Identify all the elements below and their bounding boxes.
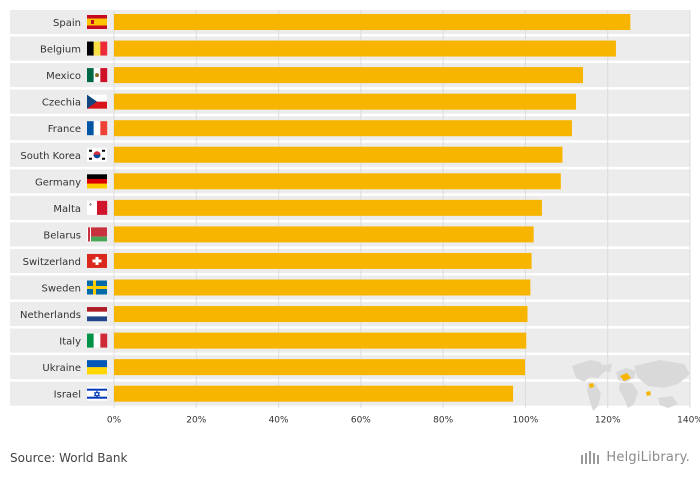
category-label: Netherlands [20,310,81,321]
tick-labels: 0% 20% 40% 60% 80% 100% 120% 140% [107,415,700,425]
category-label: Israel [54,390,81,401]
category-label: Germany [35,177,81,188]
flag-israel-icon [87,386,107,401]
bar-sweden [114,279,531,296]
tick-label: 40% [269,415,289,425]
category-label: Belarus [43,230,81,241]
flag-switzerland-icon [87,253,107,268]
bar-israel [114,385,514,402]
category-label: Belgium [40,45,81,56]
flag-netherlands-icon [87,307,107,322]
category-label: Italy [59,337,81,348]
flag-malta-icon [87,200,108,215]
category-labels: Spain Belgium Mexico Czechia France South Kor… [20,18,81,401]
bar-germany [114,173,561,190]
tick-label: 120% [595,415,621,425]
flag-belgium-icon [87,41,108,56]
flag-france-icon [87,121,108,136]
category-label: South Korea [20,151,81,162]
bar-ukraine [114,359,526,376]
category-label: Malta [53,204,81,215]
world-map-icon [572,360,690,411]
bar-south-korea [114,146,563,163]
bar-spain [114,14,631,30]
tick-label: 60% [351,415,371,425]
bar-malta [114,199,542,216]
source-note: Source: World Bank [10,451,128,465]
bar-switzerland [114,252,532,269]
flag-sweden-icon [87,280,107,295]
flag-belarus-icon [87,227,107,242]
flag-ukraine-icon [87,360,107,375]
flag-south-korea-icon [87,147,107,162]
bar-italy [114,332,527,349]
category-label: Mexico [46,71,81,82]
bars [114,14,631,402]
flags [87,15,108,401]
tick-label: 0% [107,415,122,425]
bar-france [114,120,572,137]
bar-chart: Spain Belgium Mexico Czechia France South Kor… [10,10,700,425]
tick-label: 80% [433,415,453,425]
helgilibrary-brand: HelgiLibrary. [580,450,690,465]
bar-belgium [114,40,616,57]
category-label: Czechia [42,98,81,109]
flag-germany-icon [87,174,107,189]
tick-label: 20% [186,415,206,425]
category-label: France [48,124,81,135]
flag-italy-icon [87,333,108,348]
bar-mexico [114,67,584,84]
category-label: Spain [53,18,81,29]
bar-belarus [114,226,534,243]
flag-czechia-icon [87,94,107,109]
flag-mexico-icon [87,68,108,83]
tick-label: 100% [513,415,539,425]
category-label: Sweden [41,284,81,295]
library-logo-icon [581,450,600,464]
bar-czechia [114,93,577,110]
tick-label: 140% [677,415,700,425]
category-label: Switzerland [23,257,81,268]
brand-name: HelgiLibrary. [606,450,690,465]
category-label: Ukraine [42,363,81,374]
flag-spain-icon [87,15,107,29]
bar-netherlands [114,306,528,323]
